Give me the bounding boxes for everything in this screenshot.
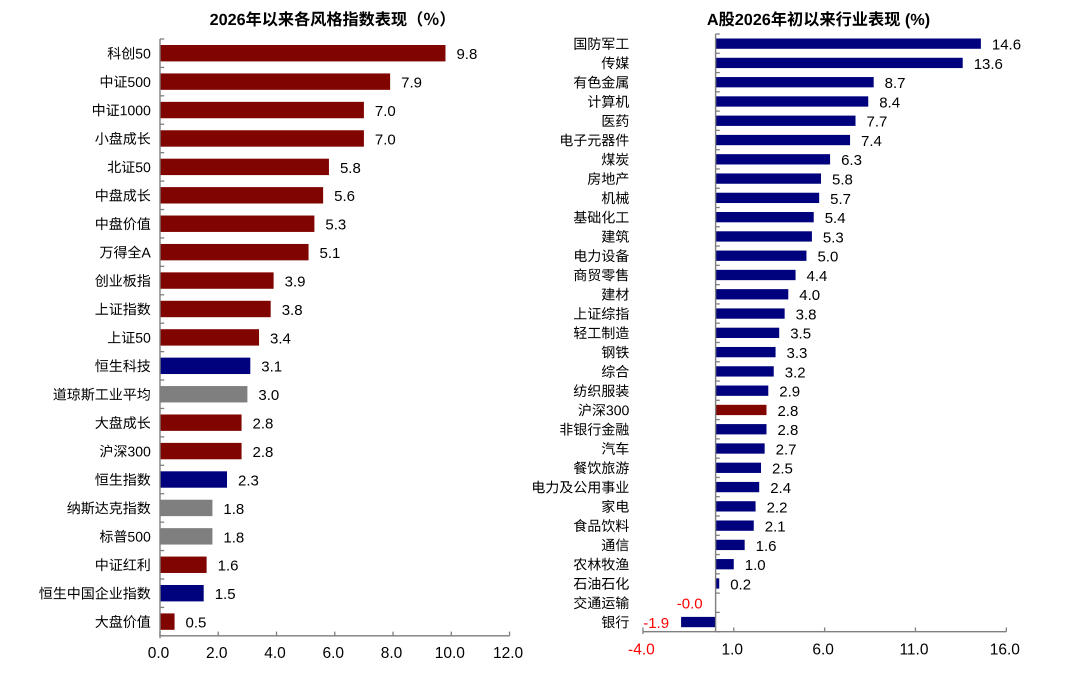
svg-text:2.2: 2.2 xyxy=(767,499,788,516)
svg-text:7.9: 7.9 xyxy=(401,75,422,92)
svg-text:5.6: 5.6 xyxy=(334,188,355,205)
svg-text:14.6: 14.6 xyxy=(992,37,1021,54)
svg-text:1.6: 1.6 xyxy=(756,538,777,555)
svg-text:5.0: 5.0 xyxy=(817,249,838,266)
svg-text:1.0: 1.0 xyxy=(721,641,743,658)
svg-text:0.5: 0.5 xyxy=(186,615,207,632)
svg-text:8.7: 8.7 xyxy=(885,75,906,92)
svg-text:3.5: 3.5 xyxy=(790,326,811,343)
svg-text:-4.0: -4.0 xyxy=(628,641,655,658)
svg-text:2.8: 2.8 xyxy=(777,403,798,420)
svg-text:-1.9: -1.9 xyxy=(643,615,669,632)
svg-text:1.8: 1.8 xyxy=(223,501,244,518)
svg-text:0.0: 0.0 xyxy=(148,645,170,662)
svg-text:9.8: 9.8 xyxy=(456,46,477,63)
svg-text:4.0: 4.0 xyxy=(799,287,820,304)
svg-text:13.6: 13.6 xyxy=(974,56,1003,73)
svg-text:5.8: 5.8 xyxy=(832,172,853,189)
svg-text:3.1: 3.1 xyxy=(261,359,282,376)
svg-text:7.0: 7.0 xyxy=(375,131,396,148)
svg-text:3.8: 3.8 xyxy=(282,302,303,319)
svg-text:8.0: 8.0 xyxy=(381,645,403,662)
svg-text:4.4: 4.4 xyxy=(807,268,828,285)
svg-text:11.0: 11.0 xyxy=(899,641,928,658)
svg-text:2.9: 2.9 xyxy=(779,384,800,401)
svg-text:3.9: 3.9 xyxy=(285,273,306,290)
svg-text:16.0: 16.0 xyxy=(990,641,1021,658)
svg-text:12.0: 12.0 xyxy=(493,645,524,662)
svg-text:3.0: 3.0 xyxy=(258,387,279,404)
svg-text:3.2: 3.2 xyxy=(785,364,806,381)
svg-text:10.0: 10.0 xyxy=(435,645,466,662)
svg-text:6.0: 6.0 xyxy=(812,641,834,658)
svg-text:6.3: 6.3 xyxy=(841,152,862,169)
svg-text:5.1: 5.1 xyxy=(320,245,341,262)
svg-text:1.6: 1.6 xyxy=(218,558,239,575)
svg-text:5.3: 5.3 xyxy=(325,217,346,234)
svg-text:2.0: 2.0 xyxy=(206,645,228,662)
svg-text:2.4: 2.4 xyxy=(770,480,791,497)
svg-text:2.1: 2.1 xyxy=(765,519,786,536)
svg-text:7.7: 7.7 xyxy=(867,114,888,131)
svg-text:0.2: 0.2 xyxy=(730,576,751,593)
svg-text:7.4: 7.4 xyxy=(861,133,882,150)
svg-text:6.0: 6.0 xyxy=(322,645,344,662)
svg-text:3.3: 3.3 xyxy=(787,345,808,362)
svg-text:5.4: 5.4 xyxy=(825,210,846,227)
svg-text:7.0: 7.0 xyxy=(375,103,396,120)
svg-text:2.8: 2.8 xyxy=(253,416,274,433)
svg-text:2.8: 2.8 xyxy=(253,444,274,461)
svg-text:5.8: 5.8 xyxy=(340,160,361,177)
svg-text:1.8: 1.8 xyxy=(223,529,244,546)
svg-text:5.3: 5.3 xyxy=(823,229,844,246)
svg-text:2.7: 2.7 xyxy=(776,441,797,458)
svg-text:1.0: 1.0 xyxy=(745,557,766,574)
svg-text:8.4: 8.4 xyxy=(879,94,900,111)
svg-text:2.5: 2.5 xyxy=(772,461,793,478)
svg-text:2.3: 2.3 xyxy=(238,472,259,489)
svg-text:5.7: 5.7 xyxy=(830,191,851,208)
svg-text:-0.0: -0.0 xyxy=(677,596,703,613)
svg-text:4.0: 4.0 xyxy=(264,645,286,662)
svg-text:3.8: 3.8 xyxy=(796,306,817,323)
svg-text:3.4: 3.4 xyxy=(270,330,291,347)
svg-text:1.5: 1.5 xyxy=(215,586,236,603)
svg-text:2.8: 2.8 xyxy=(777,422,798,439)
